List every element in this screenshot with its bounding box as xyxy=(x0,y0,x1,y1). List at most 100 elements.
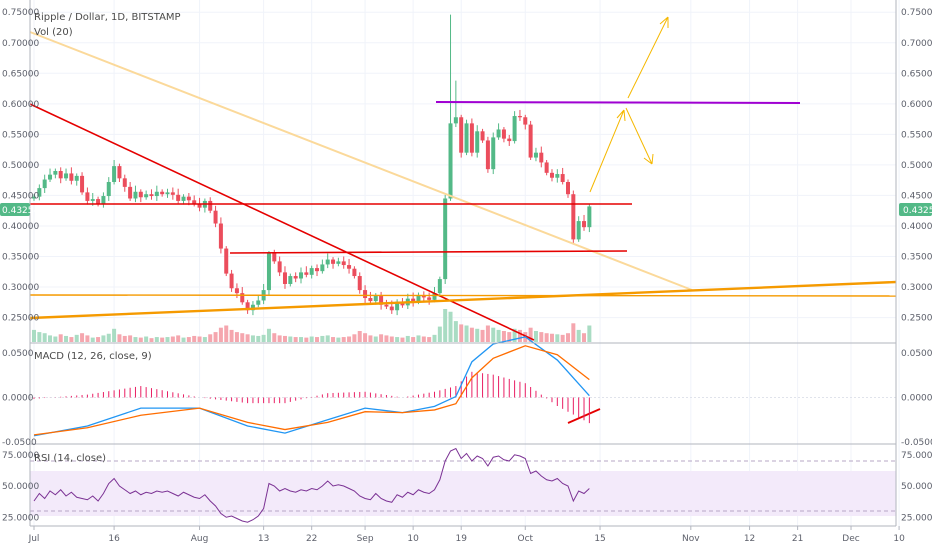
candle-body xyxy=(53,171,58,175)
rsi-y-tick-right: 75.0000 xyxy=(901,451,932,461)
candle-body xyxy=(501,129,506,139)
price-y-tick-left: 0.70000 xyxy=(2,39,39,49)
x-tick-label: Nov xyxy=(682,534,700,544)
volume-bar xyxy=(299,337,303,342)
y-axes: 0.75000 0.75000 0.70000 0.70000 0.65000 0.650… xyxy=(2,8,932,523)
candle-body xyxy=(533,152,538,158)
pale-downtrend-line[interactable] xyxy=(29,31,693,291)
candle-body xyxy=(293,276,298,279)
price-y-tick-right: 0.30000 xyxy=(901,283,932,293)
macd-y-tick-left: 0.0000 xyxy=(2,393,34,403)
volume-bar xyxy=(266,328,271,342)
volume-bar xyxy=(341,337,346,342)
volume-bar xyxy=(507,332,512,342)
volume-bar xyxy=(576,329,581,342)
price-y-tick-right: 0.55000 xyxy=(901,130,932,140)
volume-bar xyxy=(315,337,320,342)
volume-bar xyxy=(304,337,309,342)
candle-body xyxy=(245,302,250,311)
volume-bar xyxy=(261,334,266,342)
volume-bar xyxy=(96,337,101,342)
macd-pane xyxy=(30,336,896,437)
volume-bar xyxy=(432,334,437,342)
price-y-tick-left: 0.35000 xyxy=(2,253,39,263)
candle-body xyxy=(566,181,570,195)
rsi-line xyxy=(33,447,590,523)
candle-body xyxy=(517,116,522,118)
volume-bar xyxy=(197,336,202,342)
orange-uptrend-line[interactable] xyxy=(29,280,897,320)
volume-bar xyxy=(277,335,282,342)
candle-body xyxy=(192,200,197,204)
candle-body xyxy=(389,306,394,311)
volume-bar xyxy=(250,335,255,342)
purple-resistance-line[interactable] xyxy=(435,101,801,104)
candle-body xyxy=(315,268,320,272)
volume-bar xyxy=(325,335,330,342)
volume-bar xyxy=(336,337,341,342)
candle-body xyxy=(64,173,69,179)
volume-bar xyxy=(37,332,42,342)
volume-bar xyxy=(106,333,111,342)
right-price-label: 0.43254 xyxy=(903,206,932,216)
volume-bar xyxy=(501,331,506,342)
candle-body xyxy=(309,268,314,275)
macd-y-tick-right: -0.0500 xyxy=(901,438,932,448)
signal-line xyxy=(33,345,590,436)
left-price-label: 0.43254 xyxy=(2,206,39,216)
candle-body xyxy=(304,272,309,275)
volume-bar xyxy=(549,333,554,342)
volume-bar xyxy=(213,332,218,342)
volume-bar xyxy=(512,328,517,342)
candle-body xyxy=(464,123,469,153)
forecast-arrow-down[interactable] xyxy=(625,107,654,165)
volume-bar xyxy=(208,334,213,342)
candle-body xyxy=(555,174,560,178)
forecast-arrow-up-1[interactable] xyxy=(589,109,626,193)
candle-body xyxy=(272,253,277,262)
forecast-arrows[interactable] xyxy=(589,16,669,193)
volume-bar xyxy=(154,337,159,342)
candle-body xyxy=(336,261,341,264)
volume-bar xyxy=(496,329,501,342)
candle-body xyxy=(480,131,485,141)
price-y-tick-left: 0.55000 xyxy=(2,130,39,140)
candle-body xyxy=(58,171,63,179)
candle-body xyxy=(416,294,421,302)
orange-horizontal-line[interactable] xyxy=(29,294,897,297)
x-tick-label: 21 xyxy=(792,534,803,544)
volume-bar xyxy=(469,327,474,342)
rsi-y-tick-right: 25.0000 xyxy=(901,513,932,523)
volume-bar xyxy=(160,337,165,342)
volume-bar xyxy=(491,327,496,342)
candle-body xyxy=(181,196,186,201)
candle-body xyxy=(208,200,213,211)
volume-bar xyxy=(347,336,352,342)
candle-body xyxy=(160,191,165,195)
forecast-arrow-up-2[interactable] xyxy=(627,16,669,99)
macd-y-tick-left: 0.0500 xyxy=(2,349,34,359)
candle-body xyxy=(427,297,432,300)
volume-bar xyxy=(566,333,570,342)
candle-body xyxy=(523,117,528,125)
volume-bar xyxy=(571,323,576,342)
price-y-tick-right: 0.45000 xyxy=(901,191,932,201)
candle-body xyxy=(122,178,127,187)
candle-body xyxy=(411,298,416,302)
candle-body xyxy=(587,206,592,228)
candle-body xyxy=(218,223,223,249)
red-support-line[interactable] xyxy=(229,250,628,254)
candle-body xyxy=(331,259,336,264)
volume-bar xyxy=(229,329,234,342)
rsi-band xyxy=(30,471,896,516)
candle-body xyxy=(234,288,239,294)
x-tick-label: 16 xyxy=(108,534,120,544)
candle-body xyxy=(539,152,544,163)
candle-body xyxy=(112,166,117,182)
volume-bar xyxy=(443,309,448,342)
candle-body xyxy=(363,290,368,299)
x-tick-label: 15 xyxy=(594,534,605,544)
candle-body xyxy=(197,203,202,208)
